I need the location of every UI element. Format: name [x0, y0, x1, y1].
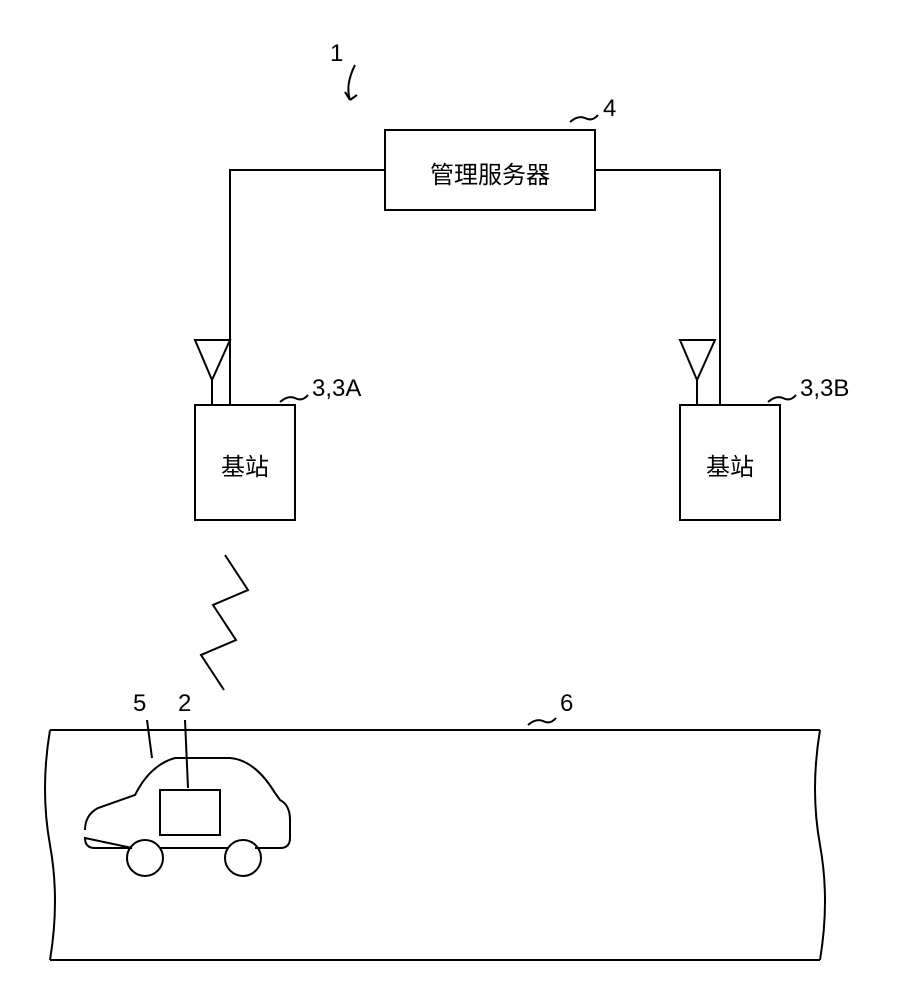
car-device-box	[160, 790, 220, 835]
server-tilde	[570, 115, 598, 122]
base-a-antenna	[195, 340, 230, 405]
wireless-signal	[201, 555, 248, 690]
ref-5-leader	[147, 720, 152, 758]
server-label: 管理服务器	[385, 155, 595, 190]
ref-3b-label: 3,3B	[800, 375, 849, 403]
road-left-edge	[45, 730, 55, 960]
road-tilde	[528, 718, 556, 725]
base-b-tilde	[768, 395, 796, 402]
road-right-edge	[815, 730, 825, 960]
car-wheel-rear	[225, 840, 261, 876]
server-to-base-a	[230, 170, 385, 405]
ref-1-label: 1	[330, 40, 343, 68]
ref-5-label: 5	[133, 690, 146, 718]
system-diagram: 1 4 3,3A 3,3B 5 2 6 管理服务器 基站 基站	[0, 0, 905, 1000]
diagram-svg	[0, 0, 905, 1000]
ref-2-label: 2	[178, 690, 191, 718]
ref-3a-label: 3,3A	[312, 375, 361, 403]
base-b-antenna	[680, 340, 715, 405]
car-wheel-front	[127, 840, 163, 876]
base-a-tilde	[280, 395, 308, 402]
ref-4-label: 4	[603, 95, 616, 123]
base-b-label: 基站	[680, 447, 780, 482]
base-a-label: 基站	[195, 447, 295, 482]
ref-1-arrow	[345, 65, 357, 100]
ref-6-label: 6	[560, 690, 573, 718]
